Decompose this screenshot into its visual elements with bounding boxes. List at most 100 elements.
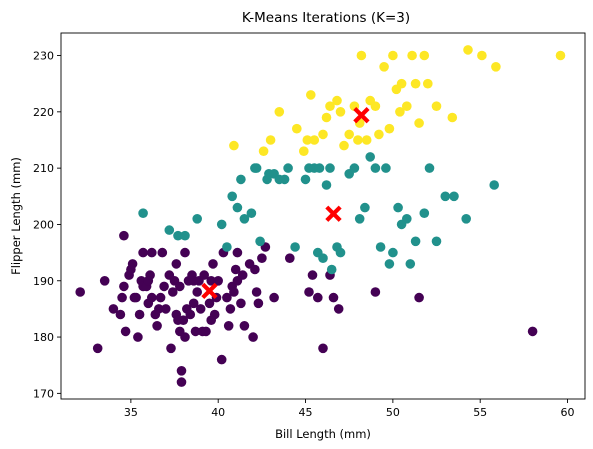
data-point-cluster-1 (315, 163, 325, 173)
data-point-cluster-1 (336, 248, 346, 258)
x-tick-label: 40 (211, 406, 225, 419)
y-axis-label: Flipper Length (mm) (9, 157, 23, 275)
y-tick-label: 210 (33, 162, 54, 175)
data-point-cluster-0 (329, 293, 339, 303)
data-point-cluster-1 (406, 259, 416, 269)
data-point-cluster-0 (318, 344, 328, 354)
data-point-cluster-0 (304, 287, 314, 297)
data-point-cluster-2 (374, 130, 384, 140)
data-point-cluster-1 (255, 237, 265, 247)
data-point-cluster-1 (365, 152, 375, 162)
data-point-cluster-0 (75, 287, 85, 297)
data-point-cluster-0 (180, 332, 190, 342)
x-tick-label: 50 (386, 406, 400, 419)
y-tick-label: 170 (33, 387, 54, 400)
data-point-cluster-0 (313, 293, 323, 303)
data-point-cluster-0 (196, 304, 206, 314)
data-point-cluster-1 (432, 237, 442, 247)
data-point-cluster-2 (379, 62, 389, 72)
data-point-cluster-1 (393, 203, 403, 213)
data-point-cluster-1 (283, 163, 293, 173)
data-point-cluster-2 (362, 135, 372, 145)
data-point-cluster-2 (477, 51, 487, 61)
data-point-cluster-0 (138, 248, 148, 258)
data-point-cluster-0 (240, 321, 250, 331)
plot-points (75, 45, 565, 387)
data-point-cluster-0 (252, 287, 262, 297)
data-point-cluster-2 (292, 124, 302, 134)
data-point-cluster-1 (388, 248, 398, 258)
data-point-cluster-0 (186, 310, 196, 320)
data-point-cluster-0 (147, 293, 157, 303)
data-point-cluster-1 (217, 220, 227, 230)
data-point-cluster-0 (192, 287, 202, 297)
data-point-cluster-0 (210, 310, 220, 320)
data-point-cluster-1 (325, 163, 335, 173)
data-point-cluster-2 (310, 135, 320, 145)
data-point-cluster-1 (290, 242, 300, 252)
data-point-cluster-2 (299, 146, 309, 156)
data-point-cluster-0 (528, 327, 538, 337)
data-point-cluster-0 (119, 282, 129, 292)
data-point-cluster-1 (425, 163, 435, 173)
data-point-cluster-1 (138, 208, 148, 218)
data-point-cluster-1 (420, 208, 430, 218)
data-point-cluster-2 (407, 51, 417, 61)
y-tick-label: 180 (33, 331, 54, 344)
data-point-cluster-1 (301, 175, 311, 185)
data-point-cluster-0 (156, 293, 166, 303)
data-point-cluster-0 (208, 259, 218, 269)
data-point-cluster-0 (308, 270, 318, 280)
data-point-cluster-1 (350, 163, 360, 173)
data-point-cluster-0 (100, 276, 110, 286)
data-point-cluster-2 (336, 107, 346, 117)
data-point-cluster-2 (344, 130, 354, 140)
data-point-cluster-2 (420, 51, 430, 61)
data-point-cluster-0 (371, 287, 381, 297)
data-point-cluster-1 (280, 175, 290, 185)
centroid-marker-0 (204, 286, 214, 296)
data-point-cluster-2 (318, 130, 328, 140)
data-point-cluster-1 (381, 163, 391, 173)
data-point-cluster-0 (133, 332, 143, 342)
data-point-cluster-0 (217, 355, 227, 365)
data-point-cluster-1 (385, 259, 395, 269)
data-point-cluster-2 (432, 101, 442, 111)
data-point-cluster-0 (177, 377, 187, 387)
data-point-cluster-2 (411, 79, 421, 89)
data-point-cluster-1 (411, 237, 421, 247)
data-point-cluster-0 (224, 321, 234, 331)
data-point-cluster-0 (116, 310, 126, 320)
x-tick-label: 55 (473, 406, 487, 419)
data-point-cluster-0 (238, 270, 248, 280)
data-point-cluster-1 (227, 192, 237, 202)
data-point-cluster-1 (355, 214, 365, 224)
data-point-cluster-2 (259, 146, 269, 156)
data-point-cluster-0 (145, 270, 155, 280)
y-tick-label: 220 (33, 106, 54, 119)
data-point-cluster-0 (175, 282, 185, 292)
data-point-cluster-1 (402, 214, 412, 224)
x-tick-label: 45 (299, 406, 313, 419)
data-point-cluster-2 (322, 113, 332, 123)
data-point-cluster-0 (254, 299, 264, 309)
data-point-cluster-1 (233, 203, 243, 213)
data-point-cluster-0 (414, 293, 424, 303)
data-point-cluster-1 (252, 163, 262, 173)
data-point-cluster-0 (117, 293, 127, 303)
data-point-cluster-0 (257, 253, 267, 263)
x-axis-label: Bill Length (mm) (275, 427, 371, 441)
data-point-cluster-2 (229, 141, 239, 151)
data-point-cluster-2 (423, 79, 433, 89)
data-point-cluster-0 (131, 293, 141, 303)
chart-title: K-Means Iterations (K=3) (242, 10, 410, 26)
data-point-cluster-0 (180, 248, 190, 258)
data-point-cluster-0 (226, 304, 236, 314)
data-point-cluster-0 (201, 327, 211, 337)
data-point-cluster-2 (402, 101, 412, 111)
data-point-cluster-0 (119, 231, 129, 241)
data-point-cluster-0 (135, 310, 145, 320)
data-point-cluster-1 (489, 180, 499, 190)
data-point-cluster-1 (247, 208, 257, 218)
data-point-cluster-2 (275, 107, 285, 117)
